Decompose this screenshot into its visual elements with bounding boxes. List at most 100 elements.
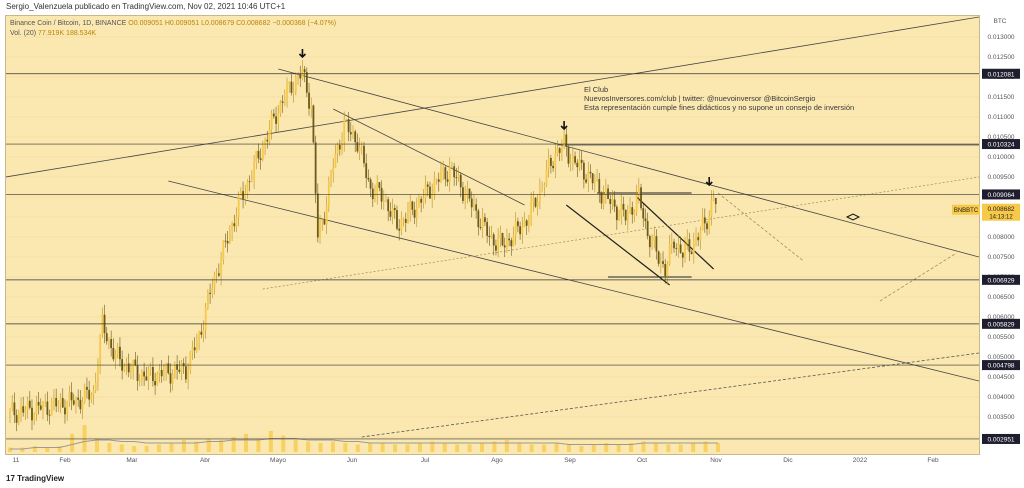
down-arrow-icon [560,121,568,131]
candle [549,154,552,174]
candle [519,221,522,240]
y-tick-label: 0.008000 [987,234,1014,241]
candle-body [138,379,141,381]
candle-body [574,156,576,163]
candle-body [42,401,44,410]
candle [97,358,99,391]
candle-body [242,191,244,199]
candle-body [393,208,396,211]
candle-body [290,81,293,93]
candle-body [591,173,594,184]
candle [323,211,326,225]
candle [536,194,539,216]
candle [409,194,412,222]
candle [609,194,612,214]
candle [332,158,335,183]
candle-body [334,153,337,168]
candle-body [695,237,697,241]
candle [567,145,570,168]
price-chart[interactable]: El Club NuevosInversores.com/club | twit… [6,16,979,454]
candle [391,198,394,225]
candle [226,231,229,253]
volume-bar [194,441,199,452]
candle [659,253,662,274]
candle-body [9,408,11,413]
candle [477,208,480,236]
price-level-label: 0.006929 [982,274,1020,285]
candle-body [77,397,80,400]
candle [154,372,157,395]
candle-body [292,91,295,93]
candle [604,179,607,204]
candle [292,81,295,103]
candle-body [83,386,86,402]
candle [521,216,524,244]
candle-body [543,185,546,187]
candle-body [565,134,568,147]
candle [224,233,227,248]
candle [171,369,174,391]
annotation-line-2: NuevosInversores.com/club | twitter: @nu… [584,94,815,103]
candle-body [376,182,379,195]
candle [165,362,168,381]
candle [404,212,407,232]
candle [28,391,31,410]
candle [88,380,91,408]
candle-body [169,373,172,384]
volume-bar [57,446,62,452]
trendline [361,352,979,438]
plot-area[interactable]: El Club NuevosInversores.com/club | twit… [5,15,980,455]
candle [534,197,537,209]
volume-bar [8,447,12,452]
candle-body [105,333,108,342]
candle-body [378,182,381,188]
candle [517,217,519,233]
candle-body [125,363,128,366]
candle [156,371,159,386]
candle-body [622,203,625,210]
volume-bar [343,443,348,452]
candle [402,217,405,227]
candle [17,409,20,426]
candle [688,232,691,262]
candle [242,181,244,209]
candle [244,184,247,206]
candle-body [310,105,313,109]
candle-body [338,145,341,150]
candle-body [552,165,554,169]
candle-body [110,339,113,349]
candle-body [160,369,163,377]
candle [633,209,636,223]
candle [319,215,321,244]
candle [448,157,451,192]
candle-body [510,240,513,247]
candle-body [189,351,192,372]
candle-body [633,211,636,215]
candle [706,220,708,236]
trendline [278,68,979,258]
x-tick-label: Mar [126,457,138,464]
candle-body [59,398,62,404]
candle [178,360,181,374]
candle-body [497,238,500,251]
candle-body [437,179,440,182]
candle [228,225,231,244]
tradingview-logo[interactable]: 17 TradingView [6,474,64,483]
candle-body [413,209,416,218]
y-tick-label: 0.013000 [987,34,1014,41]
candle-body [453,166,456,178]
volume-values: 77.919K 188.534K [38,30,97,37]
candle [376,174,379,205]
candle [646,212,649,240]
y-tick-label: 0.008500 [987,214,1014,221]
candle [66,400,69,421]
candle-body [569,162,572,164]
candle [259,148,262,170]
candle [499,225,502,248]
candle [64,399,66,424]
volume-bar [368,443,373,452]
candle [464,185,467,210]
candle [110,330,113,357]
volume-bar [181,440,186,452]
candle-body [686,239,689,244]
